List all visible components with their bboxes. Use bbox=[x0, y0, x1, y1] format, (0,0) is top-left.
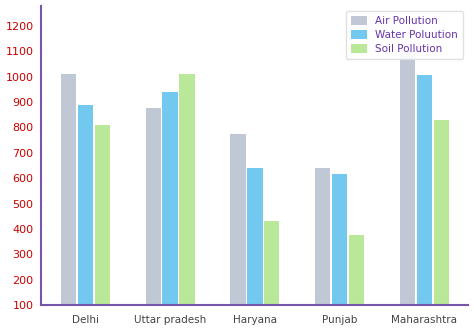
Bar bbox=[332, 174, 347, 330]
Bar bbox=[417, 75, 432, 330]
Bar bbox=[400, 51, 415, 330]
Bar bbox=[163, 92, 178, 330]
Bar bbox=[434, 120, 449, 330]
Bar bbox=[146, 108, 161, 330]
Bar bbox=[180, 74, 195, 330]
Bar bbox=[315, 168, 330, 330]
Bar bbox=[349, 235, 364, 330]
Bar bbox=[230, 134, 246, 330]
Bar bbox=[95, 125, 110, 330]
Bar bbox=[247, 168, 263, 330]
Bar bbox=[264, 221, 280, 330]
Bar bbox=[61, 74, 76, 330]
Bar bbox=[78, 105, 93, 330]
Legend: Air Pollution, Water Poluution, Soil Pollution: Air Pollution, Water Poluution, Soil Pol… bbox=[346, 11, 463, 59]
